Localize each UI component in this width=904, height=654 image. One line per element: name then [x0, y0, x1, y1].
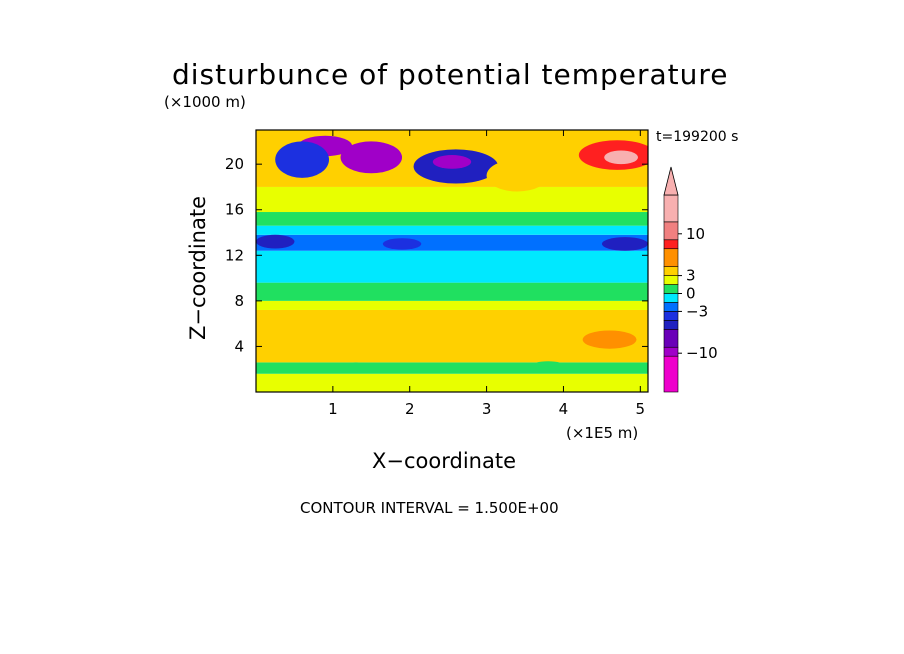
colorbar-level	[663, 266, 679, 276]
contour-region	[604, 150, 639, 165]
colorbar-level	[663, 355, 679, 393]
colorbar-level	[663, 248, 679, 267]
contour-band	[256, 282, 648, 301]
time-label: t=199200 s	[656, 129, 739, 145]
contour-field	[256, 130, 648, 392]
contour-region	[582, 330, 637, 349]
colorbar-tick-label: −10	[686, 344, 718, 362]
plot-frame	[255, 129, 649, 393]
contour-interval-label: CONTOUR INTERVAL = 1.500E+00	[300, 499, 559, 517]
y-tick-label: 12	[225, 246, 244, 264]
x-tick-label: 2	[405, 400, 415, 418]
colorbar-level	[663, 194, 679, 223]
x-axis-units: (×1E5 m)	[566, 424, 639, 442]
colorbar-level	[663, 329, 679, 348]
colorbar-level	[663, 293, 679, 303]
contour-band	[256, 309, 648, 363]
contour-region	[601, 237, 648, 251]
colorbar-level	[663, 311, 679, 321]
colorbar-level	[663, 275, 679, 285]
contour-band	[256, 225, 648, 235]
contour-region	[340, 141, 403, 174]
colorbar-tick-label: 10	[686, 225, 705, 243]
contour-region	[531, 361, 565, 371]
contour-region	[486, 159, 549, 192]
x-tick-label: 1	[328, 400, 338, 418]
contour-region	[432, 155, 472, 169]
contour-band	[256, 373, 648, 392]
y-tick-label: 8	[234, 292, 244, 310]
contour-band	[256, 250, 648, 283]
colorbar-extend-arrow	[663, 166, 679, 196]
contour-band	[256, 300, 648, 310]
x-tick-label: 5	[636, 400, 646, 418]
y-axis: 4 8 12 16 20	[225, 155, 648, 355]
x-tick-label: 3	[482, 400, 492, 418]
y-tick-label: 16	[225, 201, 244, 219]
contour-band	[256, 234, 648, 251]
contour-region	[275, 141, 330, 178]
contour-region	[340, 362, 372, 372]
colorbar: 10 30−3 −10	[663, 166, 718, 393]
colorbar-tick-label: 0	[686, 285, 696, 303]
contour-region	[382, 238, 422, 250]
x-axis: 1 2 3 4 5	[328, 130, 645, 418]
contour-band	[256, 186, 648, 213]
colorbar-level	[663, 221, 679, 241]
colorbar-level	[663, 284, 679, 294]
chart-title: disturbunce of potential temperature	[172, 58, 729, 91]
colorbar-level	[663, 302, 679, 312]
colorbar-tick-label: 3	[686, 267, 696, 285]
contour-region	[256, 234, 295, 249]
colorbar-level	[663, 239, 679, 250]
y-tick-label: 20	[225, 155, 244, 173]
colorbar-level	[663, 346, 679, 357]
y-tick-label: 4	[234, 337, 244, 355]
x-axis-label: X−coordinate	[372, 449, 516, 473]
y-axis-units: (×1000 m)	[164, 93, 246, 111]
contour-band	[256, 212, 648, 226]
colorbar-level	[663, 320, 679, 330]
colorbar-tick-label: −3	[686, 302, 708, 320]
contour-band	[256, 362, 648, 374]
x-tick-label: 4	[559, 400, 569, 418]
